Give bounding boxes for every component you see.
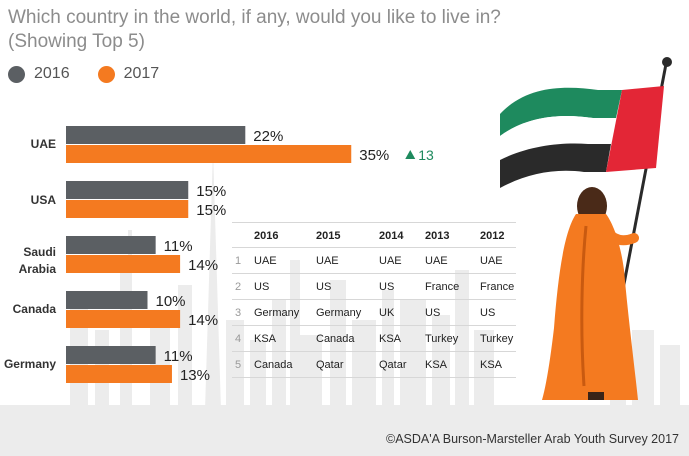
table-header-2013: 2013 [425, 230, 450, 242]
uae-flag-icon [500, 57, 672, 327]
legend-item-2016: 2016 [8, 65, 70, 83]
table-header-2015: 2015 [316, 230, 341, 242]
table-row: 1 UAE UAE UAE UAE UAE [232, 248, 516, 274]
bar-value-label-uae-2016: 22% [253, 128, 283, 145]
delta-up-icon [405, 150, 416, 159]
table-cell: KSA [379, 333, 402, 345]
bar-value-label-germany-2017: 13% [180, 367, 210, 384]
table-cell: France [480, 281, 515, 293]
category-label-germany: Germany [4, 357, 56, 371]
bar-value-label-usa-2016: 15% [196, 183, 226, 200]
table-header-row: 2016 2015 2014 2013 2012 [232, 222, 516, 248]
table-rank: 4 [235, 333, 242, 345]
bar-value-label-canada-2016: 10% [156, 293, 186, 310]
chart-title-line1: Which country in the world, if any, woul… [8, 7, 501, 28]
table-cell: US [425, 307, 441, 319]
bar-canada-2016 [66, 291, 148, 309]
table-cell: UK [379, 307, 395, 319]
bar-canada-2017 [66, 310, 181, 328]
table-cell: UAE [480, 255, 503, 267]
legend-swatch-2017 [97, 65, 115, 83]
table-row: 5 Canada Qatar Qatar KSA KSA [232, 352, 516, 378]
bar-saudi-arabia-2016 [66, 236, 156, 254]
table-cell: Turkey [425, 333, 459, 345]
table-cell: UAE [254, 255, 277, 267]
bar-value-label-usa-2017: 15% [196, 202, 226, 219]
chart-title: Which country in the world, if any, woul… [8, 6, 501, 54]
bar-value-label-germany-2016: 11% [164, 348, 193, 365]
category-label-saudi-arabia: Saudi [23, 245, 56, 259]
table-cell: Qatar [316, 359, 344, 371]
table-cell: Germany [316, 307, 362, 319]
table-row: 2 US US US France France [232, 274, 516, 300]
bar-uae-2016 [66, 126, 246, 144]
legend-label-2016: 2016 [34, 65, 70, 82]
category-label-usa: USA [31, 193, 57, 207]
table-header-2016: 2016 [254, 230, 279, 242]
table-rank: 3 [235, 307, 242, 319]
robed-figure [542, 187, 639, 400]
legend-label-2017: 2017 [123, 65, 160, 82]
table-header-2014: 2014 [379, 230, 404, 242]
bar-germany-2016 [66, 346, 156, 364]
chart-title-line2: (Showing Top 5) [8, 31, 145, 52]
category-label-canada: Canada [13, 302, 57, 316]
table-cell: France [425, 281, 460, 293]
ranking-table: 2016 2015 2014 2013 2012 1 UAE UAE UAE U… [232, 222, 516, 378]
bar-usa-2016 [66, 181, 189, 199]
table-row: 4 KSA Canada KSA Turkey Turkey [232, 326, 516, 352]
table-rank: 2 [235, 281, 242, 293]
table-cell: Canada [254, 359, 293, 371]
table-cell: Germany [254, 307, 300, 319]
table-cell: Canada [316, 333, 355, 345]
table-cell: US [254, 281, 270, 293]
table-cell: UAE [316, 255, 339, 267]
legend-swatch-2016 [8, 65, 25, 83]
delta-annotation-label: 13 [418, 147, 434, 163]
table-cell: US [379, 281, 395, 293]
table-rank: 5 [235, 359, 242, 371]
table-rank: 1 [235, 255, 242, 267]
bar-value-label-canada-2017: 14% [188, 312, 218, 329]
bar-value-label-saudi-arabia-2016: 11% [164, 238, 193, 255]
table-cell: UAE [425, 255, 448, 267]
table-row: 3 Germany Germany UK US US [232, 300, 516, 326]
category-label-uae: UAE [31, 137, 56, 151]
category-label-saudi-arabia: Arabia [19, 262, 57, 276]
bar-germany-2017 [66, 365, 172, 383]
table-cell: Qatar [379, 359, 407, 371]
bar-uae-2017 [66, 145, 352, 163]
table-cell: KSA [425, 359, 448, 371]
legend: 2016 2017 [8, 64, 187, 84]
table-cell: US [316, 281, 332, 293]
source-credit: ©ASDA'A Burson-Marsteller Arab Youth Sur… [385, 432, 679, 446]
bar-usa-2017 [66, 200, 189, 218]
table-header-2012: 2012 [480, 230, 505, 242]
bar-value-label-saudi-arabia-2017: 14% [188, 257, 218, 274]
flag-bearer-illustration [500, 57, 672, 400]
bar-value-label-uae-2017: 35% [359, 147, 389, 164]
table-cell: KSA [254, 333, 277, 345]
table-cell: US [480, 307, 496, 319]
table-cell: KSA [480, 359, 503, 371]
legend-item-2017: 2017 [97, 65, 160, 83]
table-cell: Turkey [480, 333, 514, 345]
table-cell: UAE [379, 255, 402, 267]
bar-saudi-arabia-2017 [66, 255, 181, 273]
